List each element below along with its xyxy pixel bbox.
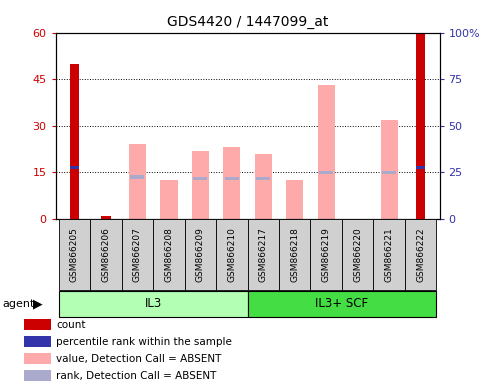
Bar [248, 219, 279, 290]
Bar [286, 180, 303, 219]
Bar [279, 219, 311, 290]
Bar [319, 171, 333, 174]
Text: rank, Detection Call = ABSENT: rank, Detection Call = ABSENT [56, 371, 216, 381]
Text: IL3+ SCF: IL3+ SCF [315, 297, 369, 310]
Bar [24, 370, 51, 381]
Text: percentile rank within the sample: percentile rank within the sample [56, 336, 232, 347]
Bar [59, 291, 248, 317]
Bar [24, 353, 51, 364]
Text: count: count [56, 319, 85, 329]
Bar [185, 219, 216, 290]
Bar [317, 85, 335, 219]
Text: value, Detection Call = ABSENT: value, Detection Call = ABSENT [56, 354, 221, 364]
Text: GSM866205: GSM866205 [70, 227, 79, 282]
Bar [311, 219, 342, 290]
Text: GSM866220: GSM866220 [353, 227, 362, 282]
Text: GSM866206: GSM866206 [101, 227, 111, 282]
Text: GSM866222: GSM866222 [416, 227, 425, 282]
Text: GSM866207: GSM866207 [133, 227, 142, 282]
Bar [122, 219, 153, 290]
Text: GSM866208: GSM866208 [164, 227, 173, 282]
Bar [373, 219, 405, 290]
Bar [223, 147, 241, 219]
Bar [70, 166, 79, 169]
Bar [101, 216, 111, 219]
Text: GSM866210: GSM866210 [227, 227, 236, 282]
Bar [342, 219, 373, 290]
Bar [381, 119, 398, 219]
Bar [90, 219, 122, 290]
Bar [256, 177, 270, 180]
Bar [59, 219, 90, 290]
Bar [24, 319, 51, 331]
Text: GSM866218: GSM866218 [290, 227, 299, 282]
Bar [70, 64, 79, 219]
Bar [24, 336, 51, 348]
Text: GSM866219: GSM866219 [322, 227, 331, 282]
Text: GSM866221: GSM866221 [384, 227, 394, 282]
Bar [416, 33, 426, 219]
Bar [129, 144, 146, 219]
Text: GSM866209: GSM866209 [196, 227, 205, 282]
Bar [130, 175, 144, 179]
Bar [193, 177, 207, 180]
Title: GDS4420 / 1447099_at: GDS4420 / 1447099_at [167, 15, 328, 29]
Text: GSM866217: GSM866217 [259, 227, 268, 282]
Bar [382, 171, 396, 174]
Bar [153, 219, 185, 290]
Bar [405, 219, 436, 290]
Text: ▶: ▶ [33, 297, 43, 310]
Text: IL3: IL3 [144, 297, 162, 310]
Text: agent: agent [2, 299, 35, 309]
Bar [192, 151, 209, 219]
Bar [248, 291, 436, 317]
Bar [225, 177, 239, 180]
Bar [416, 166, 426, 169]
Bar [216, 219, 248, 290]
Bar [255, 154, 272, 219]
Bar [160, 180, 178, 219]
